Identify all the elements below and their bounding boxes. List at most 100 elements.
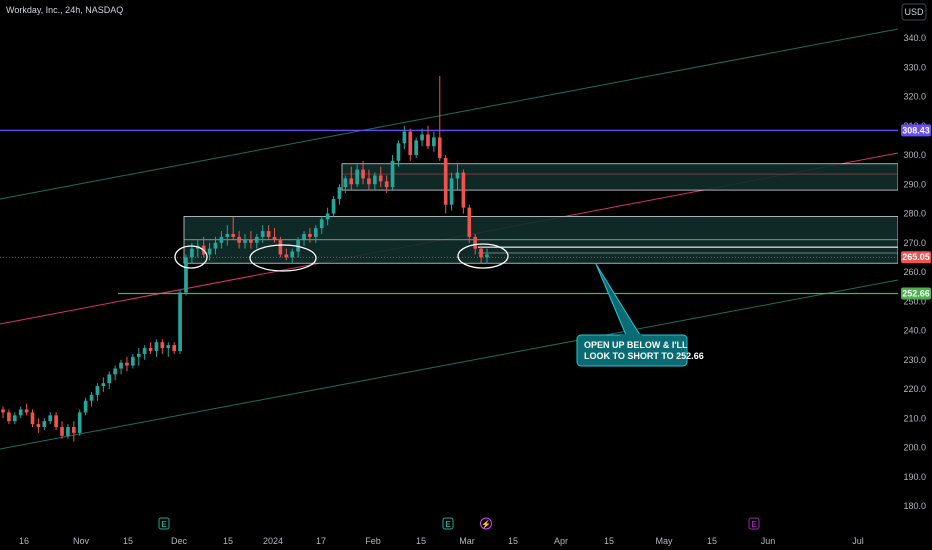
circle-annotation	[249, 244, 317, 272]
event-marker-label: E	[751, 520, 757, 529]
candle-body	[77, 412, 82, 433]
x-tick-label: Dec	[171, 536, 188, 546]
candle-body	[260, 231, 265, 237]
candle-body	[284, 254, 289, 258]
event-marker-label: ⚡	[481, 519, 491, 529]
y-tick-label: 270.0	[903, 238, 926, 248]
candle-body	[485, 254, 489, 258]
candle-body	[178, 292, 182, 351]
zone-rect	[341, 163, 899, 191]
candle-body	[461, 172, 466, 208]
candle-body	[154, 342, 159, 351]
x-tick-label: Nov	[73, 536, 90, 546]
candle-body	[349, 178, 354, 185]
candle-body	[308, 233, 312, 237]
y-tick-label: 190.0	[903, 472, 926, 482]
chart-title: Workday, Inc., 24h, NASDAQ	[6, 5, 123, 15]
x-tick-label: Jul	[852, 536, 864, 546]
candle-body	[272, 236, 277, 240]
candle-body	[231, 233, 236, 237]
horizontal-lines	[0, 129, 898, 295]
candle-body	[249, 239, 253, 243]
candle-body	[166, 345, 171, 349]
event-marker-label: E	[161, 520, 167, 529]
candle-body	[313, 228, 318, 237]
candle-body	[390, 160, 395, 188]
candle-body	[432, 137, 436, 147]
y-tick-label: 330.0	[903, 62, 926, 72]
candle-body	[107, 374, 112, 384]
candle-body	[12, 415, 17, 422]
currency-button[interactable]: USD	[901, 3, 927, 21]
x-tick-label: 15	[707, 536, 717, 546]
candle-body	[172, 345, 177, 351]
x-tick-label: 15	[416, 536, 426, 546]
candle-body	[361, 169, 365, 179]
candles	[1, 76, 489, 442]
candle-body	[24, 409, 29, 413]
candle-body	[219, 236, 224, 243]
y-tick-label: 280.0	[903, 209, 926, 219]
circled-areas	[174, 243, 509, 272]
candle-body	[142, 348, 147, 354]
price-badge-label: 265.05	[902, 252, 930, 262]
candle-body	[190, 248, 194, 258]
candle-body	[378, 175, 383, 182]
y-tick-label: 260.0	[903, 267, 926, 277]
price-badge	[901, 251, 931, 264]
price-badge-label: 252.66	[902, 288, 930, 298]
x-tick-label: Feb	[365, 536, 381, 546]
currency-label: USD	[904, 7, 924, 17]
channel-lower-line	[0, 279, 899, 450]
candle-body	[331, 198, 336, 214]
candle-body	[467, 207, 472, 237]
candle-body	[384, 181, 389, 188]
candle-body	[160, 342, 165, 349]
candle-body	[243, 239, 247, 243]
candle-body	[42, 421, 47, 428]
y-tick-label: 200.0	[903, 443, 926, 453]
candle-body	[54, 415, 58, 428]
candle-body	[48, 415, 53, 422]
candle-body	[319, 219, 324, 229]
callout-joint	[620, 334, 642, 336]
candle-body	[373, 175, 377, 185]
candle-body	[473, 236, 478, 249]
x-tick-label: 2024	[263, 536, 283, 546]
candle-body	[437, 137, 442, 158]
price-badge	[901, 287, 931, 300]
earnings-marker	[748, 517, 760, 530]
candle-body	[426, 134, 430, 147]
candle-body	[225, 233, 230, 237]
channel-upper-line	[0, 28, 899, 200]
y-tick-label: 180.0	[903, 501, 926, 511]
price-badge-label: 308.43	[902, 125, 930, 135]
candle-body	[420, 134, 424, 141]
x-tick-label: 15	[223, 536, 233, 546]
candle-body	[60, 427, 64, 436]
candle-body	[7, 412, 11, 422]
callout-line-2: LOOK TO SHORT TO 252.66	[584, 351, 704, 361]
candle-body	[408, 131, 413, 155]
candle-body	[343, 178, 348, 188]
y-tick-label: 320.0	[903, 92, 926, 102]
candle-body	[36, 424, 41, 428]
y-tick-label: 220.0	[903, 384, 926, 394]
candle-body	[337, 187, 342, 199]
circle-annotation	[457, 243, 509, 269]
candle-body	[184, 257, 188, 293]
y-tick-label: 240.0	[903, 326, 926, 336]
candle-body	[254, 236, 259, 243]
y-axis: 180.0 190.0 200.0 210.0 220.0 230.0 240.0 250.0…	[898, 0, 932, 526]
x-tick-label: 16	[19, 536, 29, 546]
candle-body	[136, 353, 141, 357]
candle-body	[1, 409, 5, 413]
x-tick-label: Jun	[761, 536, 776, 546]
candle-body	[367, 178, 371, 185]
circle-annotation	[174, 245, 208, 269]
y-tick-label: 230.0	[903, 355, 926, 365]
candle-body	[207, 248, 212, 255]
y-tick-label: 210.0	[903, 413, 926, 423]
